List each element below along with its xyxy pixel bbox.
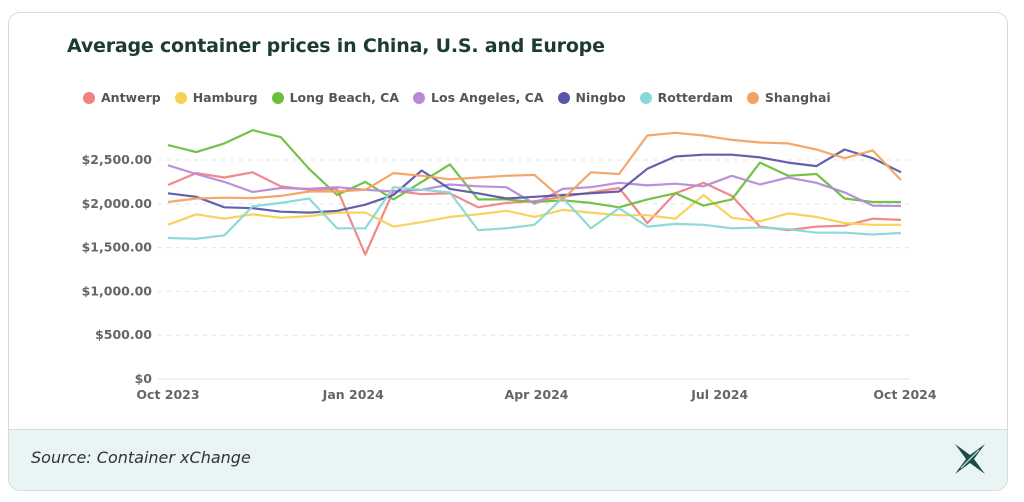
x-tick-label: Jul 2024: [690, 387, 748, 402]
series-line-shanghai: [167, 131, 902, 204]
legend-label: Rotterdam: [657, 90, 733, 105]
legend-swatch: [413, 91, 426, 104]
legend-swatch: [174, 91, 187, 104]
y-tick-label: $0: [135, 371, 153, 386]
line-chart: $0 $500.00 $1,000.00 $1,500.00 $2,000.00 $2,5…: [82, 129, 937, 402]
series-line-hamburg: [167, 193, 901, 228]
legend-label: Ningbo: [575, 90, 626, 105]
source-note: Source: Container xChange: [31, 448, 251, 467]
container-xchange-logo-icon: [953, 442, 987, 480]
legend-item: Hamburg: [174, 90, 258, 105]
legend-swatch: [746, 91, 759, 104]
legend-item: Rotterdam: [639, 90, 733, 105]
series-line-ningbo: [167, 148, 902, 214]
legend-swatch: [639, 91, 652, 104]
legend-label: Hamburg: [192, 90, 258, 105]
x-tick-label: Oct 2024: [873, 387, 936, 402]
legend-label: Shanghai: [764, 90, 831, 105]
legend-swatch: [557, 91, 570, 104]
legend-label: Antwerp: [101, 90, 161, 105]
y-tick-label: $500.00: [95, 327, 152, 342]
legend-item: Antwerp: [83, 90, 161, 105]
legend: Antwerp Hamburg Long Beach, CA Los Angeles,…: [83, 90, 831, 105]
x-tick-label: Jan 2024: [322, 387, 384, 402]
y-tick-label: $1,500.00: [82, 240, 153, 255]
legend-label: Los Angeles, CA: [431, 90, 544, 105]
x-tick-label: Apr 2024: [505, 387, 569, 402]
legend-item: Shanghai: [746, 90, 831, 105]
legend-item: Long Beach, CA: [271, 90, 400, 105]
y-tick-label: $2,000.00: [82, 196, 153, 211]
y-tick-label: $1,000.00: [82, 283, 153, 298]
footer: Source: Container xChange: [9, 429, 1007, 490]
chart-title: Average container prices in China, U.S. …: [67, 35, 605, 57]
legend-item: Ningbo: [557, 90, 626, 105]
series-line-rotterdam: [167, 186, 902, 240]
legend-item: Los Angeles, CA: [413, 90, 544, 105]
y-tick-label: $2,500.00: [82, 152, 153, 167]
chart-card: Average container prices in China, U.S. …: [8, 12, 1008, 491]
series-line-los-angeles-ca: [167, 164, 902, 208]
legend-swatch: [83, 91, 95, 104]
series-line-long-beach-ca: [167, 129, 901, 209]
x-tick-label: Oct 2023: [136, 387, 199, 402]
legend-swatch: [271, 91, 284, 104]
legend-label: Long Beach, CA: [289, 90, 400, 105]
